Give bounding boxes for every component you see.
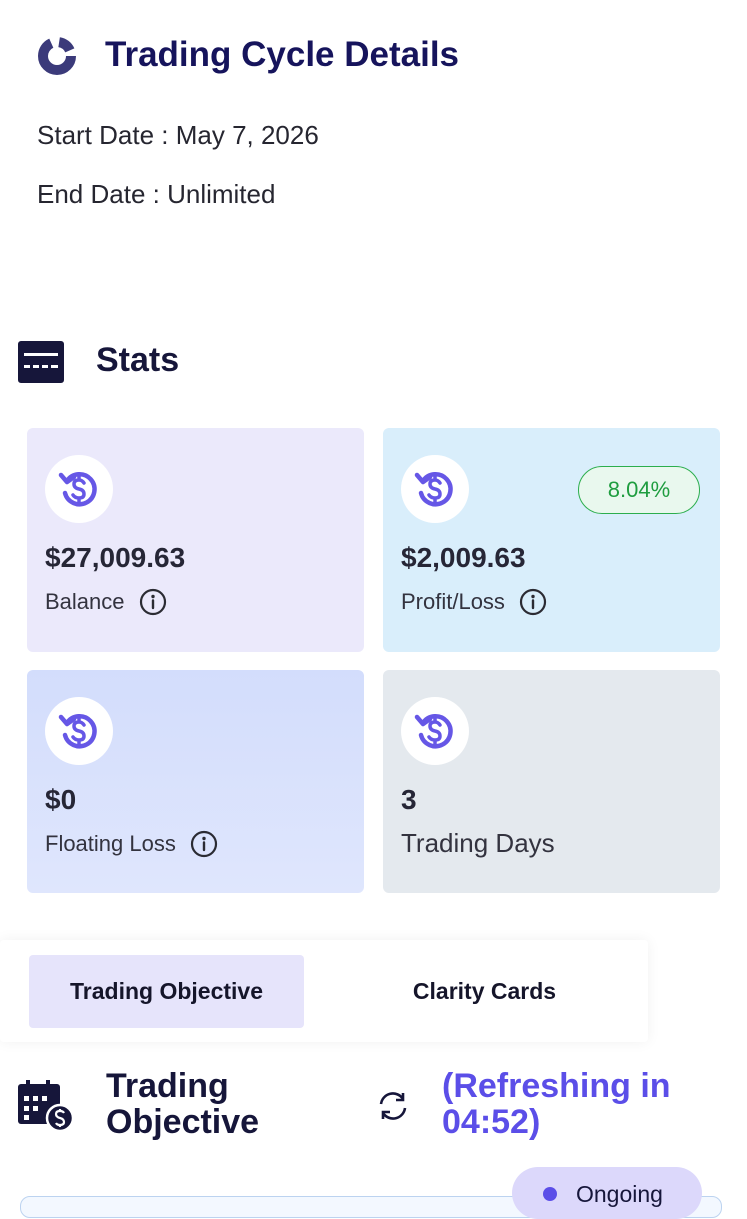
stats-icon <box>18 341 64 383</box>
stat-icon <box>401 455 469 523</box>
info-icon[interactable] <box>190 830 218 858</box>
tab-active[interactable]: Trading Objective <box>29 955 304 1028</box>
stat-label: Trading Days <box>401 828 555 858</box>
objective-title: Trading Objective <box>106 1067 260 1141</box>
badge: 8.04% <box>578 466 700 514</box>
stat-label: Balance <box>45 589 125 614</box>
status-pill: Ongoing <box>512 1167 702 1219</box>
stat-icon <box>401 697 469 765</box>
stat-icon <box>45 697 113 765</box>
stat-card: $27,009.63 Balance <box>27 428 364 652</box>
cycle-icon <box>38 37 76 75</box>
stat-value: $0 <box>45 784 77 815</box>
info-icon[interactable] <box>519 588 547 616</box>
stat-value: 3 <box>401 784 417 815</box>
status-text: Ongoing <box>576 1181 663 1207</box>
tab-bar: Trading Objective Clarity Cards <box>0 940 648 1042</box>
stat-value: $2,009.63 <box>401 542 526 573</box>
stat-value: $27,009.63 <box>45 542 186 573</box>
title: Trading Cycle Details <box>105 35 460 74</box>
refresh-icon[interactable] <box>376 1089 410 1123</box>
stat-label: Floating Loss <box>45 831 176 856</box>
stat-card: 3 Trading Days <box>383 670 720 893</box>
calendar-icon <box>18 1080 74 1132</box>
stat-card: $0 Floating Loss <box>27 670 364 893</box>
refresh-timer: (Refreshing in 04:52) <box>442 1067 671 1141</box>
stat-label-row: Balance <box>45 588 167 616</box>
info-icon[interactable] <box>139 588 167 616</box>
stats-title: Stats <box>96 341 180 379</box>
status-dot <box>543 1187 557 1201</box>
stat-label-row: Floating Loss <box>45 830 218 858</box>
stat-label: Profit/Loss <box>401 589 505 614</box>
start-date: Start Date : May 7, 2026 <box>37 120 319 150</box>
stat-icon <box>45 455 113 523</box>
end-date: End Date : Unlimited <box>37 179 276 209</box>
tab[interactable]: Clarity Cards <box>412 978 557 1004</box>
stat-card: 8.04% $2,009.63 Profit/Loss <box>383 428 720 652</box>
stat-label-row: Profit/Loss <box>401 588 547 616</box>
